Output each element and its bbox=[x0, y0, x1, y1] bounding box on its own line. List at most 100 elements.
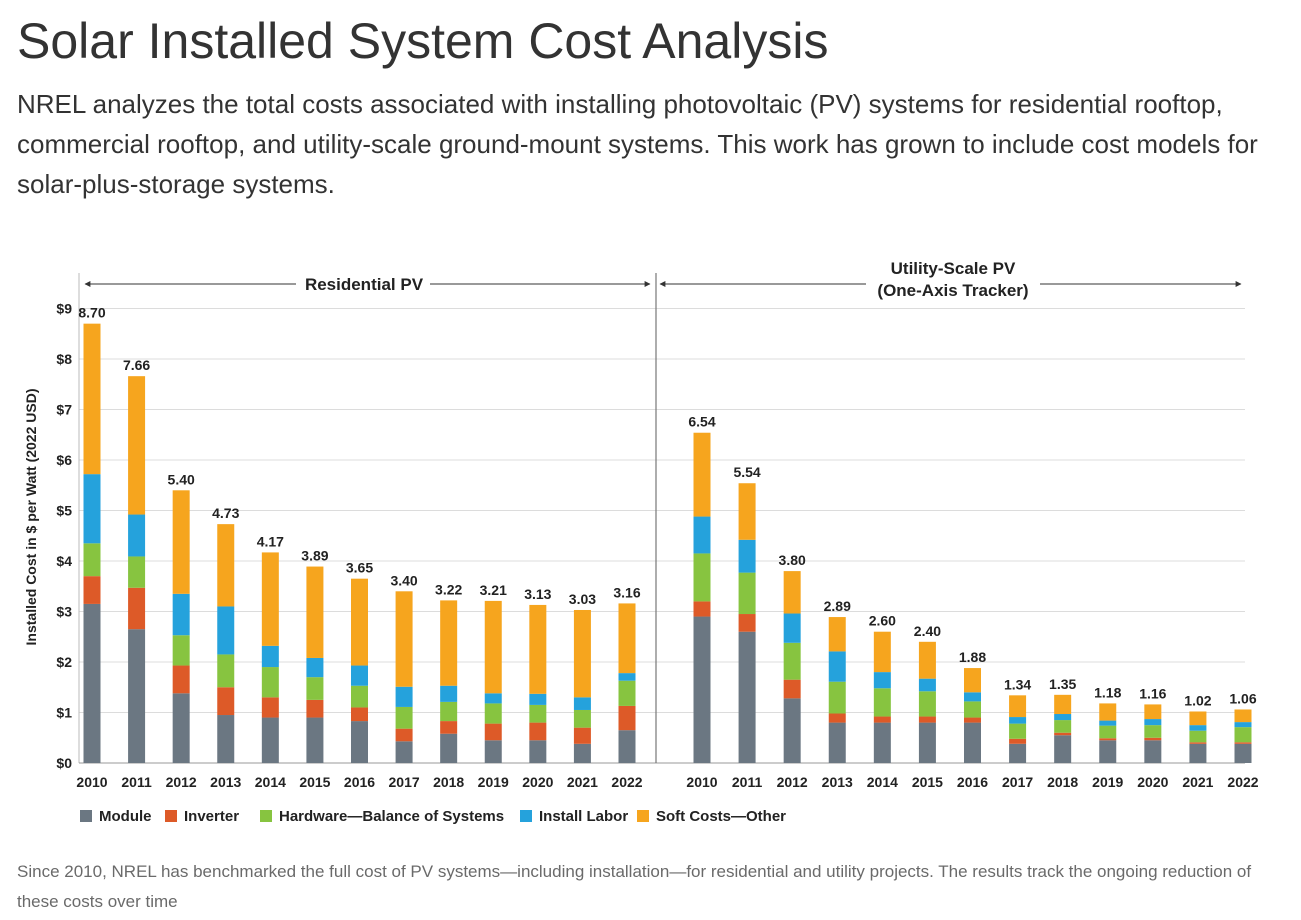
bar-segment bbox=[261, 667, 279, 698]
bar-segment bbox=[172, 490, 190, 594]
utility-panel-subtitle: (One-Axis Tracker) bbox=[877, 281, 1028, 300]
bar-segment bbox=[828, 617, 846, 652]
bar-total-label: 2.40 bbox=[914, 623, 941, 639]
bar-segment bbox=[1234, 709, 1252, 723]
bar-segment bbox=[484, 740, 502, 763]
bar-total-label: 3.80 bbox=[779, 552, 806, 568]
x-tick-label: 2011 bbox=[121, 774, 152, 790]
bar-segment bbox=[1189, 725, 1207, 731]
bar-segment bbox=[1099, 738, 1117, 741]
bar-segment bbox=[918, 691, 936, 717]
legend-swatch bbox=[165, 810, 177, 822]
bar-total-label: 7.66 bbox=[123, 357, 150, 373]
bar-segment bbox=[1054, 720, 1072, 733]
bar-segment bbox=[351, 721, 368, 763]
x-tick-label: 2021 bbox=[1182, 774, 1213, 790]
bar-segment bbox=[873, 688, 891, 717]
bar-segment bbox=[783, 571, 801, 614]
bar-segment bbox=[83, 603, 101, 763]
x-tick-label: 2013 bbox=[210, 774, 241, 790]
legend-swatch bbox=[520, 810, 532, 822]
bar-segment bbox=[1054, 735, 1072, 763]
bar-total-label: 3.21 bbox=[480, 582, 507, 598]
bar-total-label: 5.54 bbox=[733, 464, 760, 480]
bar-segment bbox=[261, 552, 279, 646]
bar-segment bbox=[1054, 732, 1072, 736]
bar-segment bbox=[306, 699, 324, 718]
installed-cost-chart: $0 $1 $2 $3 $4 $5 $6 $7 $8 $9 Installed Cost in $ … bbox=[23, 259, 1259, 825]
x-tick-label: 2015 bbox=[912, 774, 943, 790]
y-tick-label: $7 bbox=[56, 402, 72, 418]
bar-segment bbox=[395, 686, 413, 707]
bar-segment bbox=[738, 572, 756, 615]
bar-segment bbox=[783, 679, 801, 699]
bar-segment bbox=[217, 687, 235, 716]
legend-item: Install Labor bbox=[520, 808, 628, 825]
bar-segment bbox=[128, 629, 146, 763]
bar-segment bbox=[128, 556, 146, 588]
bar-segment bbox=[128, 376, 146, 515]
bar-segment bbox=[217, 654, 235, 688]
bar-segment bbox=[217, 715, 235, 763]
bar-segment bbox=[873, 716, 891, 723]
bar-total-label: 2.60 bbox=[869, 613, 896, 629]
y-tick-label: $8 bbox=[56, 351, 72, 367]
y-tick-label: $5 bbox=[56, 503, 72, 519]
bar-total-label: 1.16 bbox=[1139, 685, 1166, 701]
legend-label: Hardware—Balance of Systems bbox=[279, 808, 504, 825]
bar-segment bbox=[529, 722, 547, 741]
chart-labels: Residential PV Utility-Scale PV (One-Axis … bbox=[76, 259, 1258, 790]
bar-total-label: 1.35 bbox=[1049, 676, 1076, 692]
legend-label: Install Labor bbox=[539, 808, 628, 825]
bar-segment bbox=[873, 672, 891, 689]
y-tick-label: $3 bbox=[56, 604, 72, 620]
bar-segment bbox=[1099, 725, 1117, 739]
x-tick-label: 2012 bbox=[166, 774, 197, 790]
bar-segment bbox=[529, 704, 547, 723]
residential-panel-title: Residential PV bbox=[305, 275, 424, 294]
bar-segment bbox=[828, 651, 846, 682]
bar-total-label: 3.22 bbox=[435, 581, 462, 597]
bar-segment bbox=[172, 665, 190, 694]
bar-segment bbox=[1234, 727, 1252, 743]
x-tick-label: 2010 bbox=[76, 774, 107, 790]
x-tick-label: 2019 bbox=[1092, 774, 1123, 790]
bar-segment bbox=[693, 601, 711, 617]
bar-segment bbox=[1144, 737, 1162, 741]
bar-segment bbox=[828, 681, 846, 714]
bar-segment bbox=[83, 543, 101, 577]
bar-segment bbox=[83, 474, 101, 544]
y-tick-label: $4 bbox=[56, 553, 72, 569]
y-tick-label: $1 bbox=[56, 705, 72, 721]
bar-segment bbox=[529, 740, 547, 763]
bar-segment bbox=[1054, 714, 1072, 721]
bar-segment bbox=[573, 609, 591, 698]
bar-segment bbox=[440, 733, 458, 763]
bar-segment bbox=[128, 514, 146, 557]
bar-segment bbox=[573, 727, 591, 744]
legend-item: Soft Costs—Other bbox=[637, 808, 786, 825]
x-tick-label: 2014 bbox=[255, 774, 286, 790]
bar-segment bbox=[529, 693, 547, 705]
bar-segment bbox=[1009, 717, 1027, 724]
x-tick-label: 2020 bbox=[522, 774, 553, 790]
bar-segment bbox=[484, 703, 502, 724]
page-intro: NREL analyzes the total costs associated… bbox=[17, 89, 1258, 199]
bar-segment bbox=[873, 722, 891, 763]
bar-total-label: 5.40 bbox=[168, 471, 195, 487]
x-tick-label: 2013 bbox=[822, 774, 853, 790]
legend-label: Inverter bbox=[184, 808, 239, 825]
bar-segment bbox=[128, 587, 146, 630]
bar-segment bbox=[484, 693, 502, 704]
x-tick-label: 2019 bbox=[478, 774, 509, 790]
bar-segment bbox=[351, 665, 368, 686]
bar-segment bbox=[351, 685, 368, 708]
bar-segment bbox=[618, 603, 636, 674]
y-axis-title: Installed Cost in $ per Watt (2022 USD) bbox=[23, 389, 39, 646]
chart-gridlines bbox=[79, 308, 1245, 713]
x-tick-label: 2016 bbox=[344, 774, 375, 790]
x-tick-label: 2018 bbox=[433, 774, 464, 790]
bar-total-label: 2.89 bbox=[824, 598, 851, 614]
legend-item: Module bbox=[80, 808, 152, 825]
legend-swatch bbox=[260, 810, 272, 822]
